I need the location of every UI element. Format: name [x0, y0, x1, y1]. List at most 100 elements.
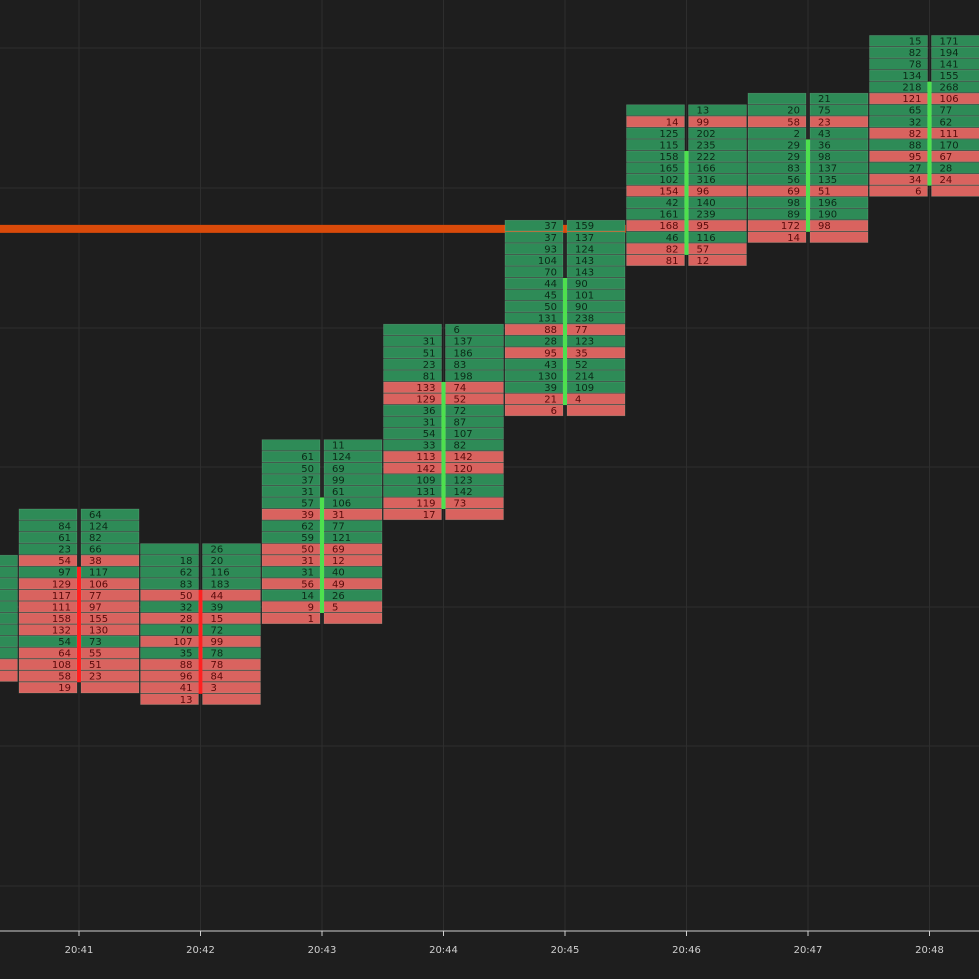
bid-cell: [140, 554, 199, 567]
ask-volume: 35: [575, 348, 588, 359]
ask-volume: 64: [89, 510, 102, 521]
bid-cell: [383, 335, 442, 347]
footprint-candle: 21 20 75 58 23 2 43 29 36 29 98 83 137 56 135 69 51 98 196…: [747, 92, 869, 244]
bid-volume: 56: [787, 175, 800, 186]
ask-volume: 137: [454, 337, 473, 348]
bid-volume: 58: [58, 672, 71, 683]
x-axis-tick-label: 20:46: [672, 945, 701, 956]
bid-volume: 28: [180, 614, 193, 625]
ask-cell: [80, 543, 140, 555]
ask-cell: [931, 58, 979, 70]
ask-cell: [566, 231, 626, 243]
ask-volume: 183: [211, 579, 230, 590]
candle-body: [320, 497, 324, 613]
ask-volume: 198: [454, 371, 473, 382]
ask-volume: 316: [697, 175, 716, 186]
bid-volume: 56: [301, 579, 314, 590]
bid-cell: [504, 219, 564, 232]
ask-volume: 141: [940, 60, 959, 71]
bid-volume: 35: [180, 649, 193, 660]
ask-cell: [323, 462, 383, 474]
ask-volume: 196: [818, 198, 837, 209]
bid-volume: 168: [659, 221, 678, 232]
ask-volume: 21: [818, 94, 831, 105]
ask-cell: [931, 69, 979, 82]
ask-cell: [445, 346, 504, 359]
ask-volume: 49: [332, 579, 345, 590]
ask-volume: 72: [454, 406, 467, 417]
ask-cell: [566, 254, 626, 266]
bid-volume: 78: [909, 60, 922, 71]
ask-cell: [80, 531, 140, 544]
bid-cell: [261, 612, 321, 625]
bid-volume: 84: [58, 522, 71, 533]
bid-cell: [504, 231, 564, 243]
bid-volume: 19: [58, 683, 71, 694]
bid-volume: 6: [551, 406, 557, 417]
ask-volume: 26: [332, 591, 345, 602]
bid-volume: 23: [423, 360, 436, 371]
bid-volume: 29: [787, 140, 800, 151]
ask-volume: 268: [940, 83, 959, 94]
bid-volume: 89: [787, 210, 800, 221]
ask-cell: [809, 231, 869, 243]
ask-volume: 73: [454, 498, 467, 509]
bid-volume: 62: [301, 522, 314, 533]
bid-volume: 58: [787, 117, 800, 128]
ask-cell: [809, 92, 869, 105]
bid-cell: [261, 439, 321, 451]
candle-body: [927, 81, 932, 186]
bid-volume: 111: [52, 602, 71, 613]
ask-volume: 124: [89, 522, 108, 533]
bid-cell: [18, 554, 78, 567]
ask-cell: [323, 474, 383, 486]
ask-volume: 140: [697, 198, 716, 209]
bid-volume: 37: [544, 221, 557, 232]
ask-volume: 38: [89, 556, 102, 567]
ask-cell: [809, 127, 869, 139]
ask-cell: [0, 554, 18, 567]
bid-volume: 119: [416, 498, 435, 509]
ask-volume: 235: [697, 140, 716, 151]
highlight-level: [0, 224, 626, 233]
ask-cell: [688, 104, 747, 116]
ask-cell: [931, 46, 979, 59]
ask-cell: [80, 508, 140, 521]
ask-volume: 95: [697, 221, 710, 232]
ask-volume: 40: [332, 568, 345, 579]
ask-volume: 84: [211, 672, 224, 683]
footprint-candle: 6 31 137 51 186 23 83 81 198 133 74 129 52 36 72 31 87 54…: [383, 323, 504, 521]
ask-volume: 143: [575, 267, 594, 278]
ask-volume: 107: [454, 429, 473, 440]
ask-volume: 44: [211, 591, 224, 602]
bid-volume: 37: [301, 475, 314, 486]
bid-volume: 142: [416, 464, 435, 475]
bid-volume: 125: [659, 129, 678, 140]
footprint-candle: 26 18 20 62 116 83 183 50 44 32 39 28 15 70 72 107 99 35 7…: [140, 543, 261, 706]
bid-volume: 83: [787, 163, 800, 174]
bid-volume: 6: [915, 187, 921, 198]
ask-volume: 166: [697, 163, 716, 174]
bid-volume: 88: [909, 140, 922, 151]
bid-volume: 50: [301, 545, 314, 556]
bid-volume: 54: [423, 429, 436, 440]
bid-cell: [140, 566, 199, 578]
bid-volume: 31: [301, 568, 314, 579]
bid-volume: 82: [909, 48, 922, 59]
bid-volume: 64: [58, 649, 71, 660]
bid-volume: 31: [423, 418, 436, 429]
bid-cell: [140, 543, 199, 555]
ask-cell: [809, 104, 869, 116]
bid-cell: [869, 69, 928, 82]
bid-volume: 102: [659, 175, 678, 186]
ask-volume: 116: [697, 233, 716, 244]
candle-body: [77, 566, 81, 683]
x-axis-tick-label: 20:47: [794, 945, 823, 956]
ask-volume: 20: [211, 556, 224, 567]
ask-volume: 238: [575, 314, 594, 325]
ask-volume: 52: [575, 360, 588, 371]
ask-volume: 111: [940, 129, 959, 140]
bid-cell: [869, 58, 928, 70]
ask-volume: 222: [697, 152, 716, 163]
